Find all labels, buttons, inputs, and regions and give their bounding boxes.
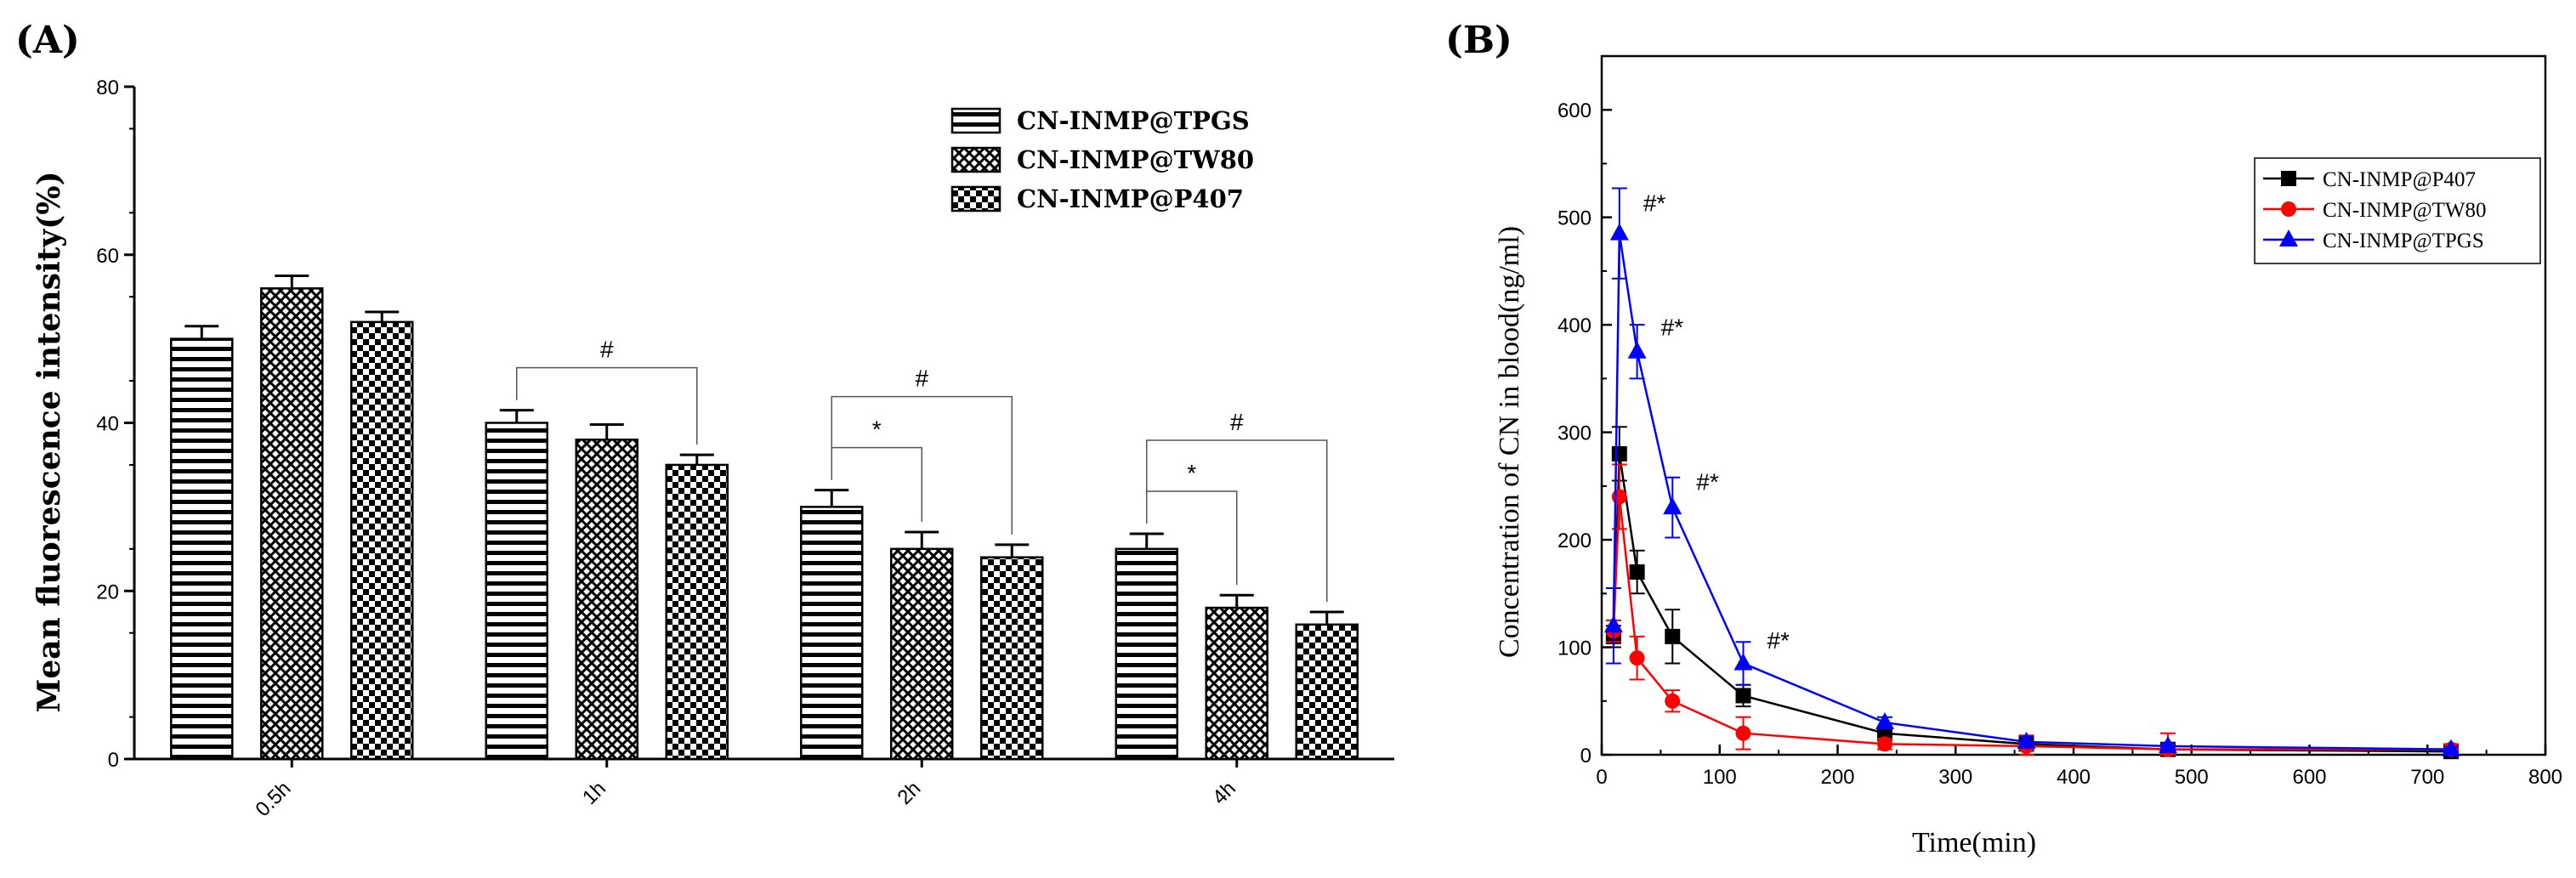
panel-b-marker-circle: [1735, 725, 1751, 741]
panel-b-marker-square: [1735, 688, 1751, 704]
panel-b-marker-circle: [1629, 650, 1645, 666]
panel-b-x-tick-label: 0: [1596, 766, 1607, 789]
panel-b-marker-triangle: [2279, 229, 2298, 246]
panel-b-marker-square: [2281, 171, 2296, 186]
panel-b-legend: CN-INMP@P407 CN-INMP@TW80 CN-INMP@TPGS: [2254, 157, 2541, 264]
panel-b-significance-mark: #*: [1661, 314, 1684, 340]
panel-a-x-tick-label: 4h: [1208, 777, 1240, 809]
panel-b-marker-circle: [1877, 736, 1892, 752]
panel-a-bracket: [516, 366, 698, 445]
panel-b-marker-square: [1877, 725, 1892, 741]
panel-b-series-line: [1612, 233, 2452, 751]
panel-a-bar: [170, 337, 234, 761]
panel-a-legend-label: CN-INMP@TW80: [1017, 145, 1254, 174]
panel-b-marker-triangle: [1627, 341, 1647, 359]
panel-a-bracket: [1146, 439, 1328, 602]
panel-b-marker-triangle: [1609, 223, 1629, 241]
panel-a-legend-label: CN-INMP@P407: [1017, 184, 1244, 213]
panel-a-bar: [980, 556, 1044, 761]
panel-b-x-tick-label: 400: [2057, 766, 2091, 789]
panel-b-marker-triangle: [2017, 731, 2036, 749]
panel-b-marker-square: [1629, 564, 1645, 581]
panel-a-bar: [890, 547, 954, 761]
panel-a-bar: [1295, 623, 1359, 761]
panel-b-significance-mark: #*: [1696, 469, 1719, 496]
panel-b-series: [1603, 187, 2460, 760]
panel-a-y-tick-label: 40: [96, 413, 119, 436]
panel-b-marker-triangle: [1733, 653, 1753, 671]
panel-b-x-tick-label: 700: [2410, 766, 2444, 789]
panel-a-y-tick-label: 0: [108, 749, 119, 772]
panel-a-y-tick-label: 60: [96, 245, 119, 268]
panel-a-bar-chart: (A) Mean fluorescence intensity(%) 0 20 40…: [15, 19, 1394, 821]
panel-a-bar: [260, 287, 324, 761]
panel-b-significance-mark: #*: [1767, 627, 1790, 654]
panel-b-x-tick-label: 800: [2528, 766, 2562, 789]
panel-b-significance-labels: #* #* #* #*: [1643, 190, 1790, 654]
panel-b-x-axis-title: Time(min): [1912, 827, 2036, 858]
panel-b-marker-triangle: [1663, 497, 1682, 515]
panel-a-bar: [665, 463, 729, 761]
panel-a-legend-swatch: [950, 146, 1001, 173]
panel-b-x-tick-label: 600: [2292, 766, 2326, 789]
panel-b-marker-square: [1665, 628, 1681, 644]
panel-b-marker-triangle: [2159, 735, 2177, 753]
panel-b-x-tick-label: 200: [1820, 766, 1854, 789]
panel-a-y-tick-label: 20: [96, 581, 119, 603]
panel-a-x-tick-label: 1h: [578, 777, 610, 809]
panel-a-y-axis-title: Mean fluorescence intensity(%): [31, 172, 67, 713]
panel-b-legend-label: CN-INMP@P407: [2323, 168, 2476, 191]
panel-b-significance-mark: #*: [1643, 190, 1666, 217]
panel-b-y-tick-label: 100: [1558, 637, 1592, 660]
panel-b-legend-label: CN-INMP@TPGS: [2323, 229, 2484, 252]
panel-a-bar: [1115, 547, 1178, 761]
panel-b-marker-circle: [1611, 489, 1627, 505]
panel-a-x-tick-label: 2h: [894, 777, 926, 809]
panel-b-y-tick-label: 0: [1580, 745, 1592, 768]
panel-b-y-tick-label: 400: [1558, 314, 1592, 337]
panel-a-x-tick-label: 0.5h: [251, 777, 295, 821]
panel-b-label: (B): [1445, 19, 1512, 62]
panel-b-marker-triangle: [1603, 615, 1623, 633]
panel-b-marker-triangle: [1875, 712, 1894, 730]
panel-a-significance-mark: #: [915, 365, 928, 392]
panel-a-bar: [350, 320, 414, 761]
panel-a-significance-mark: #: [600, 337, 614, 363]
panel-a-legend-label: CN-INMP@TPGS: [1017, 106, 1250, 135]
panel-b-y-tick-label: 200: [1558, 530, 1592, 552]
panel-a-significance-brackets: # * # * #: [516, 337, 1328, 602]
panel-a-legend: CN-INMP@TPGS CN-INMP@TW80 CN-INMP@P407: [950, 106, 1254, 213]
panel-a-bracket: [831, 395, 1013, 535]
panel-b-y-axis-title: Concentration of CN in blood(ng/ml): [1494, 226, 1525, 658]
panel-b-marker-circle: [2281, 201, 2296, 217]
panel-a-bar: [1205, 606, 1268, 761]
panel-a-bar: [575, 439, 638, 761]
panel-a-significance-mark: *: [1187, 460, 1196, 486]
panel-b-x-tick-label: 300: [1938, 766, 1972, 789]
panel-b-marker-triangle: [2442, 739, 2460, 756]
panel-b-line-chart: (B) Concentration of CN in blood(ng/ml) …: [1445, 19, 2562, 858]
panel-b-x-tick-label: 100: [1703, 766, 1737, 789]
panel-b-y-tick-label: 500: [1558, 207, 1592, 230]
panel-b-y-tick-label: 600: [1558, 99, 1592, 122]
panel-a-legend-swatch: [950, 185, 1001, 212]
panel-a-bar: [800, 506, 864, 761]
panel-b-series-line: [1612, 496, 2451, 751]
panel-b-legend-box: [2254, 157, 2541, 264]
panel-a-bar: [485, 422, 548, 761]
panel-a-bars: [170, 274, 1359, 761]
panel-b-y-tick-label: 300: [1558, 422, 1592, 445]
panel-b-legend-label: CN-INMP@TW80: [2323, 199, 2486, 222]
panel-a-significance-mark: #: [1230, 409, 1244, 435]
panel-a-label: (A): [15, 19, 80, 62]
panel-a-significance-mark: *: [872, 416, 882, 443]
panel-b-marker-circle: [1665, 693, 1681, 709]
panel-a-legend-swatch: [950, 107, 1001, 134]
panel-b-x-tick-label: 500: [2175, 766, 2209, 789]
panel-b-marker-square: [1611, 445, 1627, 462]
panel-a-y-tick-label: 80: [96, 76, 119, 99]
